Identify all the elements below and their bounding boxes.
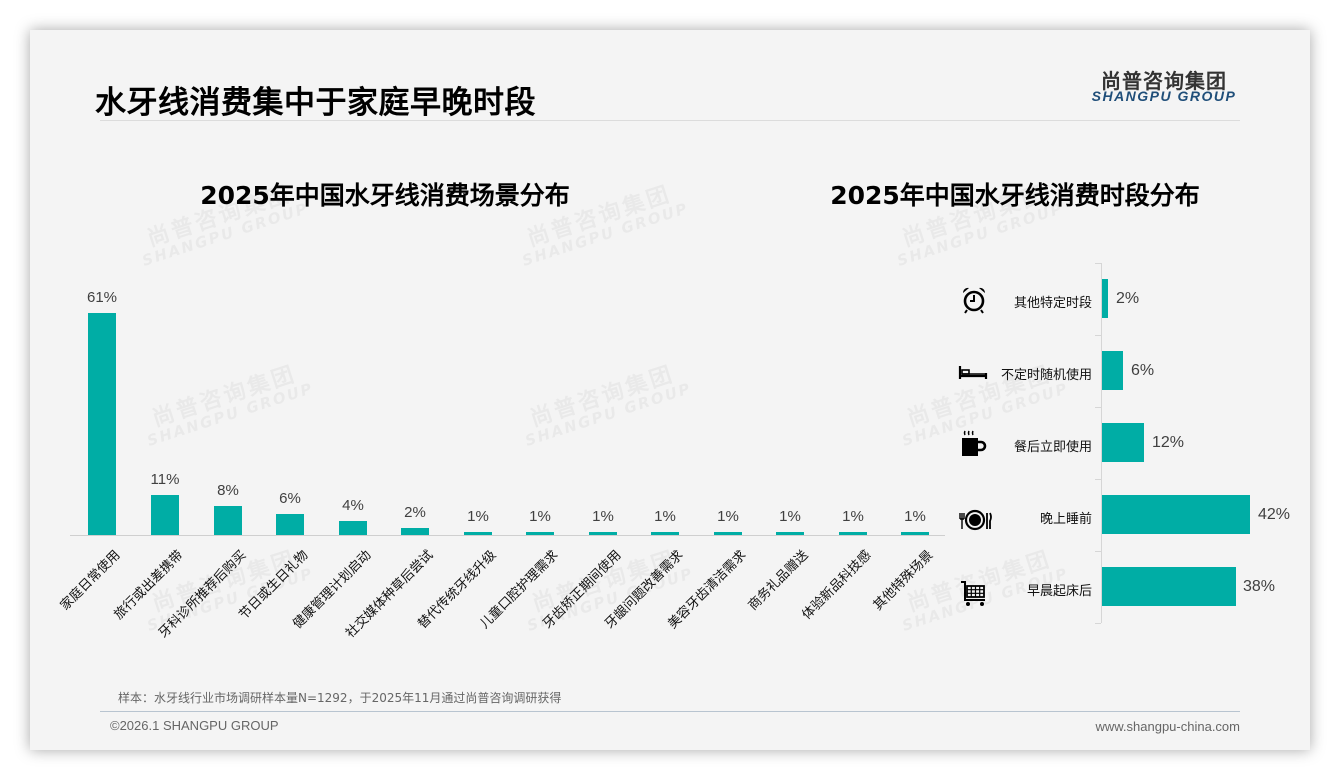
plate-cutlery-icon <box>959 509 992 531</box>
axis-tick <box>1095 623 1101 624</box>
value-label: 1% <box>779 508 801 525</box>
value-label: 4% <box>342 497 364 514</box>
bar-tech-experience <box>839 532 867 535</box>
axis-tick <box>1095 407 1101 408</box>
bar-home-daily <box>88 313 116 535</box>
value-label: 8% <box>217 482 239 499</box>
value-label: 1% <box>654 508 676 525</box>
bar-other-scene <box>901 532 929 535</box>
x-axis-line <box>70 535 945 536</box>
axis-tick <box>1095 479 1101 480</box>
bar-cosmetic-cleaning <box>714 532 742 535</box>
period-label: 不定时随机使用 <box>1000 368 1092 383</box>
value-label: 42% <box>1258 506 1291 523</box>
period-label: 餐后立即使用 <box>1013 440 1092 455</box>
value-label: 1% <box>529 508 551 525</box>
sample-footnote: 样本：水牙线行业市场调研样本量N=1292，于2025年11月通过尚普咨询调研获… <box>118 691 562 705</box>
value-label: 2% <box>404 504 426 521</box>
logo-chinese: 尚普咨询集团 <box>1101 69 1227 93</box>
bar-children-care <box>526 532 554 535</box>
value-label: 1% <box>842 508 864 525</box>
axis-tick <box>1095 335 1101 336</box>
value-label: 2% <box>1116 290 1140 307</box>
bar-health-plan <box>339 521 367 535</box>
bar-business-gift <box>776 532 804 535</box>
copyright: ©2026.1 SHANGPU GROUP <box>110 718 279 733</box>
logo-english: SHANGPU GROUP <box>1091 88 1237 104</box>
page-title: 水牙线消费集中于家庭早晚时段 <box>95 85 536 121</box>
shopping-cart-icon <box>961 581 985 606</box>
bar-before-sleep <box>1102 495 1250 534</box>
bar-dentist-recommend <box>214 506 242 535</box>
bed-icon <box>958 366 988 379</box>
value-label: 1% <box>717 508 739 525</box>
hot-cup-icon <box>962 430 987 456</box>
value-label: 1% <box>904 508 926 525</box>
value-label: 1% <box>467 508 489 525</box>
bar-gift <box>276 514 304 535</box>
footer-divider <box>100 711 1240 712</box>
value-label: 11% <box>150 471 180 488</box>
category-label: 其他特殊场景 <box>870 547 937 614</box>
website-link[interactable]: www.shangpu-china.com <box>1095 719 1240 734</box>
scene-bar-chart: 61% 11% 8% 6% 4% 2% 1% 1% 1% 1% 1% 1% 1%… <box>30 30 1310 750</box>
period-label: 早晨起床后 <box>1026 584 1092 599</box>
y-axis-line <box>1101 263 1102 623</box>
left-chart-title: 2025年中国水牙线消费场景分布 <box>200 181 570 210</box>
bar-after-meal <box>1102 423 1144 462</box>
period-label: 晚上睡前 <box>1039 512 1092 527</box>
bar-orthodontic <box>589 532 617 535</box>
value-label: 12% <box>1152 434 1185 451</box>
alarm-clock-icon <box>962 287 986 314</box>
value-label: 6% <box>279 490 301 507</box>
bar-social-media <box>401 528 429 535</box>
bar-gum-problem <box>651 532 679 535</box>
period-label: 其他特定时段 <box>1013 296 1092 311</box>
bar-after-waking <box>1102 567 1236 606</box>
bar-travel <box>151 495 179 535</box>
value-label: 61% <box>86 289 118 306</box>
axis-tick <box>1095 263 1101 264</box>
axis-tick <box>1095 551 1101 552</box>
bar-random-use <box>1102 351 1123 390</box>
bar-other-period <box>1102 279 1108 318</box>
bar-upgrade-floss <box>464 532 492 535</box>
value-label: 38% <box>1243 578 1276 595</box>
value-label: 6% <box>1131 362 1155 379</box>
right-chart-title: 2025年中国水牙线消费时段分布 <box>830 181 1200 210</box>
value-label: 1% <box>592 508 614 525</box>
title-divider <box>100 120 1240 121</box>
